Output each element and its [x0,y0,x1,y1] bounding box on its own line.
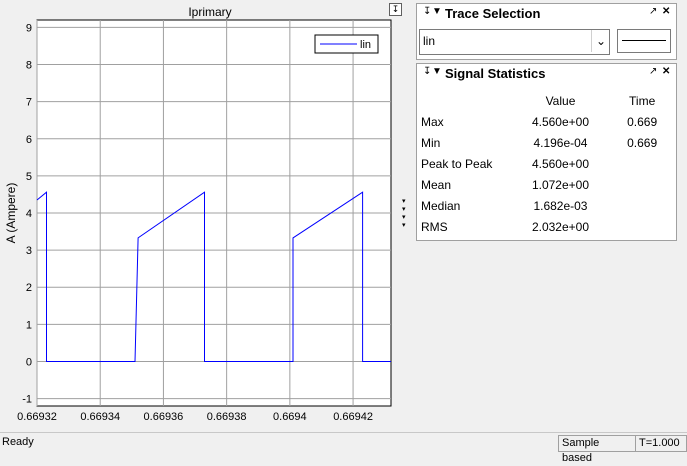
collapse-icon[interactable]: ▼ [432,66,442,77]
y-tick-label: 5 [26,171,32,183]
stat-value: 1.682e-03 [533,198,588,213]
side-arrow-icons[interactable]: ▾ ▾ ▾ ▾ [402,198,410,238]
status-bar: Ready Sample based T=1.000 [0,432,687,464]
stat-value: 4.560e+00 [531,114,589,129]
statistics-table: Value Time Max 4.560e+00 0.669 Min 4.196… [421,90,676,237]
y-tick-label: 3 [26,245,32,257]
plot-title: Iprimary [188,5,231,19]
series-line-lin [36,191,391,362]
stat-time: 0.669 [627,114,658,129]
stat-value: 4.196e-04 [533,135,588,150]
stat-time [608,195,676,216]
x-tick-label: 0.66936 [144,411,184,423]
sample-mode-indicator: Sample based [558,435,636,464]
stat-value: 1.072e+00 [531,177,589,192]
table-row: Max 4.560e+00 0.669 [421,111,676,132]
y-tick-label: 8 [26,60,32,72]
stat-name: Median [421,198,461,213]
value-column-header: Value [545,93,576,108]
time-indicator: T=1.000 [635,435,687,452]
trace-selection-panel: ↧ ▼ Trace Selection ↗ ✕ lin ⌄ [416,3,677,60]
x-tick-label: 0.66938 [207,411,247,423]
stat-time [608,153,676,174]
y-tick-label: -1 [22,394,32,406]
stat-name: Peak to Peak [421,156,493,171]
plot-area: 0.66932 0.66934 0.66936 0.66938 0.6694 0.6694… [0,0,412,432]
close-icon[interactable]: ✕ [662,6,671,17]
legend: lin [314,34,379,54]
table-row: Median 1.682e-03 [421,195,676,216]
stat-name: Max [421,114,444,129]
trace-selection-title: Trace Selection [445,6,541,21]
statistics-header-row: Value Time [421,90,676,111]
signal-statistics-panel: ↧ ▼ Signal Statistics ↗ ✕ Value Time Max… [416,63,677,241]
stat-value: 4.560e+00 [531,156,589,171]
close-icon[interactable]: ✕ [662,66,671,77]
trace-select-value: lin [423,34,436,48]
y-tick-label: 2 [26,282,32,294]
stat-name: Min [421,135,441,150]
series-layer [36,191,391,362]
pin-icon[interactable]: ↧ [423,66,432,77]
arrow-down-icon-1: ▾ [402,198,406,205]
arrow-down-icon-4: ▾ [402,222,406,229]
arrow-down-icon-2: ▾ [402,206,406,213]
x-tick-label: 0.66932 [17,411,57,423]
y-tick-label: 1 [26,319,32,331]
trace-select-dropdown[interactable]: lin ⌄ [419,29,610,55]
stat-time [608,216,676,237]
stat-time: 0.669 [627,135,658,150]
stat-name: Mean [421,177,452,192]
chevron-down-icon[interactable]: ⌄ [591,30,610,52]
y-tick-label: 4 [26,208,32,220]
trace-selection-header: ↧ ▼ Trace Selection ↗ ✕ [417,4,676,24]
time-column-header: Time [629,93,656,108]
table-row: Peak to Peak 4.560e+00 [421,153,676,174]
trace-line-style-swatch[interactable] [617,29,671,53]
arrow-down-icon-3: ▾ [402,214,406,221]
undock-icon[interactable]: ↗ [649,66,658,77]
table-row: Min 4.196e-04 0.669 [421,132,676,153]
signal-statistics-header: ↧ ▼ Signal Statistics ↗ ✕ [417,64,676,84]
table-row: Mean 1.072e+00 [421,174,676,195]
pin-icon[interactable]: ↧ [423,6,432,17]
x-axis-ticks: 0.66932 0.66934 0.66936 0.66938 0.6694 0.6694… [17,411,373,423]
line-chart[interactable]: 0.66932 0.66934 0.66936 0.66938 0.6694 0.6694… [0,0,412,432]
y-axis-ticks: -1 0 1 2 3 4 5 6 7 8 9 [22,22,32,405]
y-axis-label: A (Ampere) [4,183,18,244]
y-tick-label: 7 [26,97,32,109]
collapse-icon[interactable]: ▼ [432,6,442,17]
x-tick-label: 0.66934 [80,411,120,423]
undock-icon[interactable]: ↗ [649,6,658,17]
x-tick-label: 0.66942 [333,411,373,423]
y-tick-label: 9 [26,22,32,34]
status-text: Ready [2,436,34,448]
stat-name: RMS [421,219,448,234]
stat-value: 2.032e+00 [531,219,589,234]
line-style-preview [622,40,666,41]
legend-label: lin [360,39,371,51]
y-tick-label: 6 [26,134,32,146]
plot-undock-icon[interactable]: ↧ [389,3,402,16]
x-tick-label: 0.6694 [273,411,307,423]
signal-statistics-title: Signal Statistics [445,66,546,81]
grid-lines [36,20,391,406]
stat-time [608,174,676,195]
y-tick-label: 0 [26,356,32,368]
table-row: RMS 2.032e+00 [421,216,676,237]
